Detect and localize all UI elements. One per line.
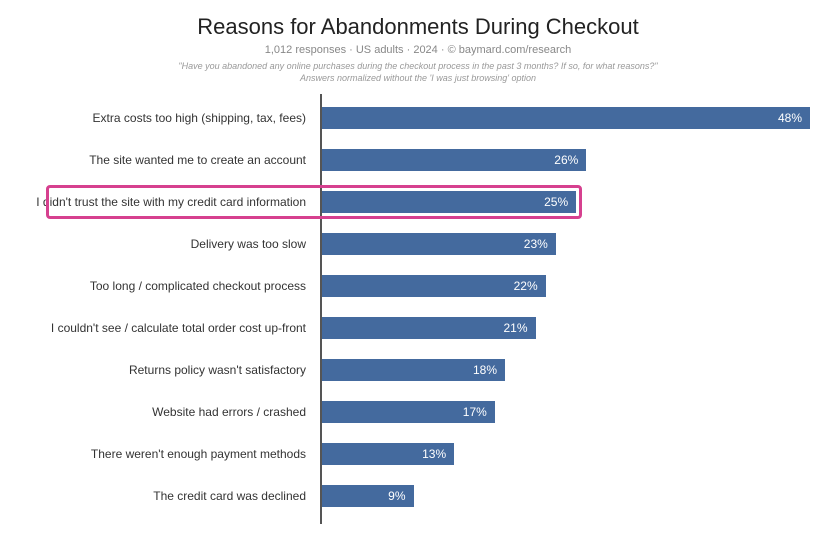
chart-row: The credit card was declined 9% [20,482,816,510]
bar: 21% [322,317,536,339]
bar: 23% [322,233,556,255]
bar-zone: 23% [322,230,816,258]
bar-value: 17% [463,405,487,419]
chart-row: Website had errors / crashed 17% [20,398,816,426]
chart-subtitle: 1,012 responses · US adults · 2024 · © b… [20,44,816,56]
chart-row: There weren't enough payment methods 13% [20,440,816,468]
chart-row: Extra costs too high (shipping, tax, fee… [20,104,816,132]
bar-zone: 17% [322,398,816,426]
question-line-1: "Have you abandoned any online purchases… [178,61,657,71]
bar-label: The site wanted me to create an account [20,153,314,167]
bar-zone: 18% [322,356,816,384]
chart-container: Reasons for Abandonments During Checkout… [0,0,836,544]
bar-label: Returns policy wasn't satisfactory [20,363,314,377]
bar-zone: 13% [322,440,816,468]
bar-label: Website had errors / crashed [20,405,314,419]
chart-row: Too long / complicated checkout process 2… [20,272,816,300]
bar-zone: 48% [322,104,816,132]
bar-value: 26% [554,153,578,167]
bar-value: 18% [473,363,497,377]
bar-label: There weren't enough payment methods [20,447,314,461]
bar-value: 23% [524,237,548,251]
bar-zone: 26% [322,146,816,174]
bar-value: 22% [514,279,538,293]
bar-zone: 21% [322,314,816,342]
bar-value: 9% [388,489,405,503]
bar: 25% [322,191,576,213]
bar-label: I didn't trust the site with my credit c… [20,195,314,209]
bar: 9% [322,485,414,507]
chart-row: I couldn't see / calculate total order c… [20,314,816,342]
bar-zone: 22% [322,272,816,300]
chart-row: Delivery was too slow 23% [20,230,816,258]
bar-value: 48% [778,111,802,125]
chart-question: "Have you abandoned any online purchases… [20,60,816,84]
bar-zone: 9% [322,482,816,510]
bar-chart: Extra costs too high (shipping, tax, fee… [20,94,816,534]
bar: 17% [322,401,495,423]
bar-value: 25% [544,195,568,209]
bar: 26% [322,149,586,171]
bar: 22% [322,275,546,297]
bar-label: I couldn't see / calculate total order c… [20,321,314,335]
bar: 48% [322,107,810,129]
question-line-2: Answers normalized without the 'I was ju… [300,73,536,83]
bar-value: 13% [422,447,446,461]
chart-row: Returns policy wasn't satisfactory 18% [20,356,816,384]
chart-row: I didn't trust the site with my credit c… [20,188,816,216]
bar-label: Too long / complicated checkout process [20,279,314,293]
bar-label: Delivery was too slow [20,237,314,251]
bar: 13% [322,443,454,465]
bar-value: 21% [503,321,527,335]
bar-zone: 25% [322,188,816,216]
chart-row: The site wanted me to create an account 2… [20,146,816,174]
bar-label: Extra costs too high (shipping, tax, fee… [20,111,314,125]
chart-title: Reasons for Abandonments During Checkout [20,14,816,40]
bar-label: The credit card was declined [20,489,314,503]
bar: 18% [322,359,505,381]
